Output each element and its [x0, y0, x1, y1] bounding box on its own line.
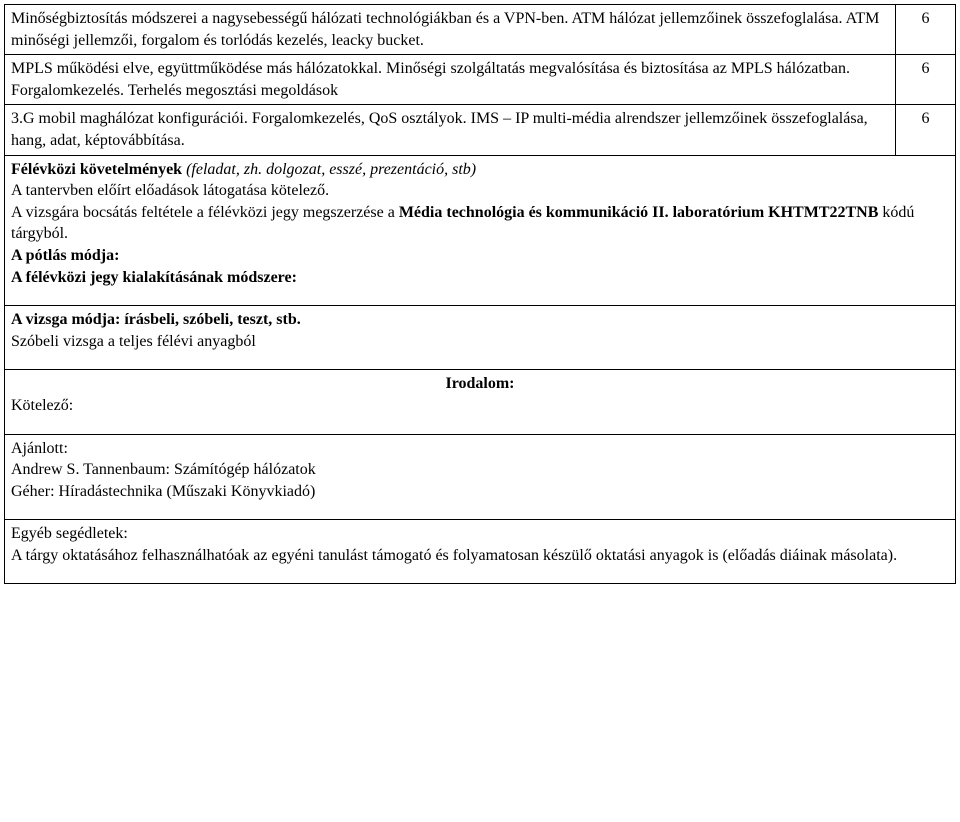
- egyeb-row: Egyéb segédletek: A tárgy oktatásához fe…: [5, 520, 956, 584]
- ajanlott-row: Ajánlott: Andrew S. Tannenbaum: Számítóg…: [5, 434, 956, 520]
- table-row: Minőségbiztosítás módszerei a nagysebess…: [5, 5, 956, 55]
- row-num: 6: [896, 55, 956, 105]
- exam-title: A vizsga módja: írásbeli, szóbeli, teszt…: [11, 311, 301, 328]
- req-title-italic: (feladat, zh. dolgozat, esszé, prezentác…: [182, 161, 476, 178]
- egyeb-text: A tárgy oktatásához felhasználhatóak az …: [11, 547, 897, 564]
- felevkozi-label: A félévközi jegy kialakításának módszere…: [11, 269, 297, 286]
- row-text: Minőségbiztosítás módszerei a nagysebess…: [5, 5, 896, 55]
- literature-heading-cell: Irodalom: Kötelező:: [5, 370, 956, 434]
- row-text: 3.G mobil maghálózat konfigurációi. Forg…: [5, 105, 896, 155]
- egyeb-label: Egyéb segédletek:: [11, 525, 128, 542]
- req-line2b: Média technológia és kommunikáció II. la…: [399, 204, 879, 221]
- literature-heading-row: Irodalom: Kötelező:: [5, 370, 956, 434]
- req-line2a: A vizsgára bocsátás feltétele a félévköz…: [11, 204, 399, 221]
- ref1: Andrew S. Tannenbaum: Számítógép hálózat…: [11, 461, 316, 478]
- kotelezo-label: Kötelező:: [11, 397, 73, 414]
- ref2: Géher: Híradástechnika (Műszaki Könyvkia…: [11, 483, 315, 500]
- document-table: Minőségbiztosítás módszerei a nagysebess…: [4, 4, 956, 584]
- table-row: 3.G mobil maghálózat konfigurációi. Forg…: [5, 105, 956, 155]
- egyeb-cell: Egyéb segédletek: A tárgy oktatásához fe…: [5, 520, 956, 584]
- exam-row: A vizsga módja: írásbeli, szóbeli, teszt…: [5, 306, 956, 370]
- row-text: MPLS működési elve, együttműködése más h…: [5, 55, 896, 105]
- requirements-cell: Félévközi követelmények (feladat, zh. do…: [5, 155, 956, 306]
- table-row: MPLS működési elve, együttműködése más h…: [5, 55, 956, 105]
- exam-line: Szóbeli vizsga a teljes félévi anyagból: [11, 333, 256, 350]
- row-num: 6: [896, 5, 956, 55]
- exam-cell: A vizsga módja: írásbeli, szóbeli, teszt…: [5, 306, 956, 370]
- row-num: 6: [896, 105, 956, 155]
- irodalom-heading: Irodalom:: [11, 373, 949, 395]
- potlas-label: A pótlás módja:: [11, 247, 119, 264]
- req-line1: A tantervben előírt előadások látogatása…: [11, 182, 329, 199]
- requirements-row: Félévközi követelmények (feladat, zh. do…: [5, 155, 956, 306]
- ajanlott-cell: Ajánlott: Andrew S. Tannenbaum: Számítóg…: [5, 434, 956, 520]
- req-title: Félévközi követelmények: [11, 161, 182, 178]
- ajanlott-label: Ajánlott:: [11, 440, 68, 457]
